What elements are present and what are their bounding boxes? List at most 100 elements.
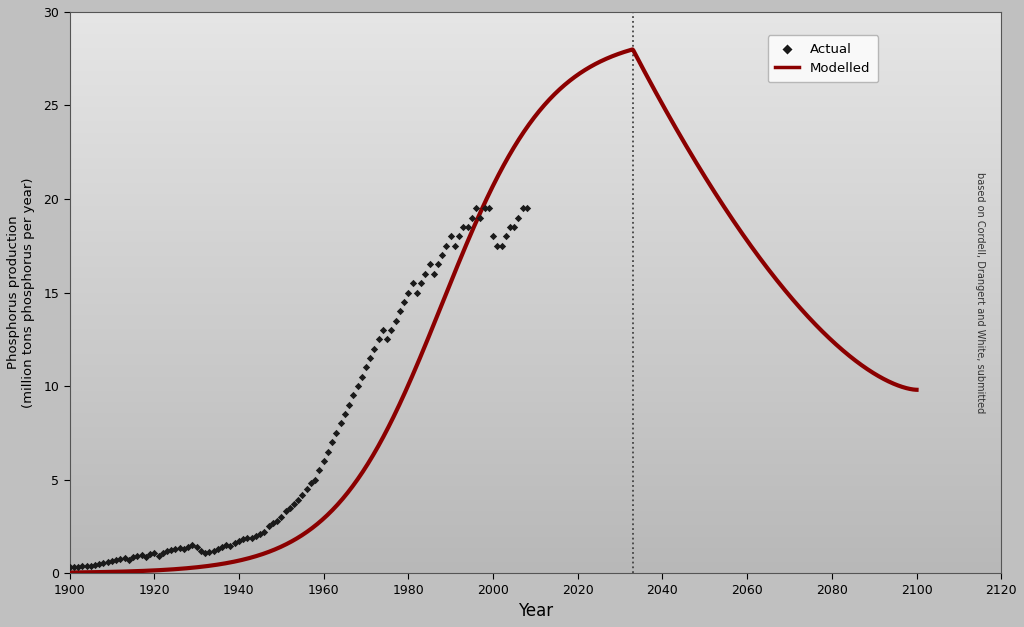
Bar [70,96,1001,99]
Point [264,517,281,527]
Y-axis label: Phosphorus production
(million tons phosphorus per year): Phosphorus production (million tons phos… [7,177,35,408]
Bar [70,419,1001,421]
Bar [70,124,1001,127]
Legend: Actual, Modelled: Actual, Modelled [768,35,879,83]
Bar [70,360,1001,362]
Point [387,315,403,325]
Point [307,475,324,485]
Bar [70,186,1001,189]
Bar [70,307,1001,309]
Point [214,542,230,552]
Point [244,532,260,542]
Bar [70,399,1001,402]
Point [514,203,530,213]
Point [324,437,340,447]
Point [362,353,379,363]
Point [442,231,459,241]
Point [456,222,472,232]
Point [226,538,243,548]
Bar [70,362,1001,366]
Point [171,543,187,553]
Bar [70,329,1001,332]
Point [430,260,446,270]
Point [206,545,222,556]
Point [117,553,133,563]
Point [290,495,306,505]
Point [510,213,526,223]
Point [353,372,370,382]
Bar [70,43,1001,46]
Bar [70,265,1001,267]
Point [426,269,442,279]
Bar [70,475,1001,478]
Bar [70,228,1001,231]
Bar [70,315,1001,318]
Bar [70,450,1001,453]
Bar [70,191,1001,194]
Point [129,551,145,561]
Bar [70,203,1001,206]
Bar [70,46,1001,48]
Bar [70,337,1001,340]
Bar [70,312,1001,315]
Bar [70,26,1001,29]
Point [345,391,361,401]
Bar [70,497,1001,500]
Bar [70,458,1001,461]
Bar [70,548,1001,551]
Bar [70,545,1001,548]
Bar [70,531,1001,534]
Bar [70,175,1001,177]
Bar [70,248,1001,250]
Point [460,222,476,232]
Bar [70,335,1001,337]
Bar [70,528,1001,531]
Bar [70,116,1001,119]
Bar [70,413,1001,416]
Bar [70,391,1001,394]
Bar [70,410,1001,413]
Bar [70,169,1001,172]
Point [294,490,310,500]
Point [282,503,298,513]
Point [417,269,433,279]
Point [485,231,502,241]
Bar [70,76,1001,79]
Point [252,529,268,539]
Point [137,552,154,562]
Point [438,241,455,251]
Bar [70,433,1001,436]
Bar [70,177,1001,181]
Point [299,484,315,494]
Point [61,562,78,572]
Point [66,562,82,572]
Bar [70,469,1001,472]
Bar [70,489,1001,492]
Bar [70,200,1001,203]
Bar [70,486,1001,489]
Bar [70,99,1001,102]
Point [489,241,506,251]
Bar [70,161,1001,164]
Point [83,561,99,571]
Point [78,561,94,571]
Bar [70,15,1001,18]
Bar [70,267,1001,270]
Bar [70,366,1001,368]
Bar [70,149,1001,152]
Point [197,547,213,557]
Bar [70,416,1001,419]
Point [230,536,247,546]
Point [218,540,234,550]
Point [506,222,522,232]
Bar [70,194,1001,197]
Point [121,555,137,565]
Point [319,446,336,456]
Bar [70,430,1001,433]
Bar [70,472,1001,475]
Bar [70,219,1001,223]
Bar [70,208,1001,211]
Bar [70,522,1001,525]
Bar [70,539,1001,542]
Bar [70,438,1001,441]
